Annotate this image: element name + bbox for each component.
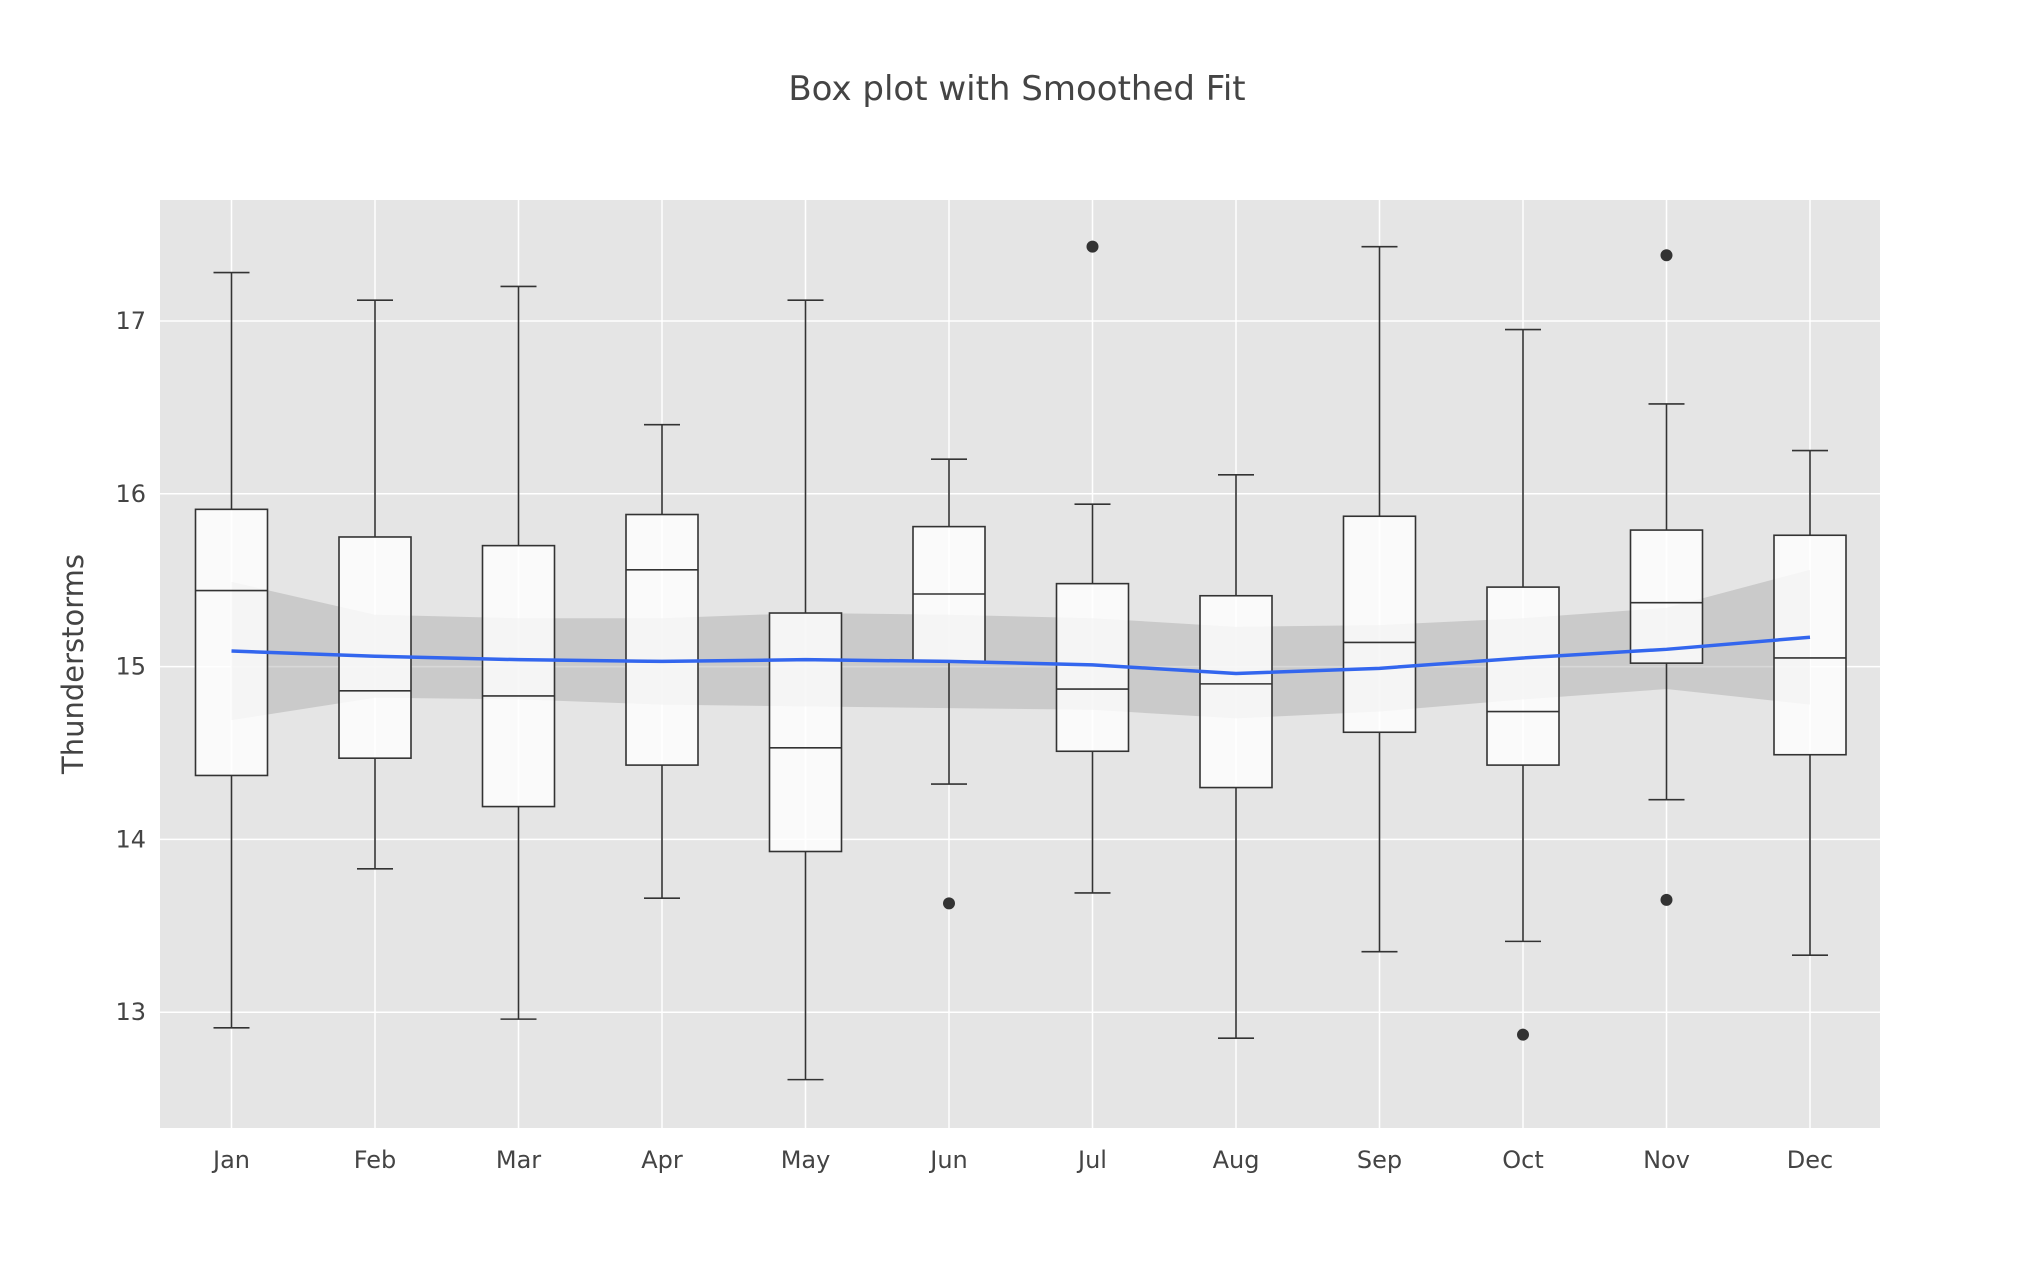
box-feb [338,299,412,870]
outlier-point [1517,1028,1529,1041]
x-tick-label: Dec [1787,1146,1833,1174]
x-tick-label: Oct [1502,1146,1544,1174]
iqr-box [1629,529,1704,664]
outlier-point [1086,240,1099,253]
x-tick-label: Mar [496,1146,541,1174]
iqr-box [481,544,556,808]
fit-line-layer [231,635,1811,676]
iqr-box [338,536,412,759]
iqr-box [1773,534,1847,756]
box-dec [1773,449,1847,956]
x-tick-label: Jan [211,1146,250,1174]
box-nov [1629,249,1704,906]
y-tick-label: 16 [115,480,146,508]
x-tick-label: Jul [1076,1146,1107,1174]
y-axis-label: Thunderstorms [56,554,90,775]
box-layer [194,240,1847,1081]
iqr-box [1486,586,1560,766]
box-may [768,299,843,1081]
y-tick-label: 15 [115,653,146,681]
outlier-point [943,897,955,910]
iqr-box [194,508,269,777]
box-aug [1199,473,1273,1039]
iqr-box [1342,515,1417,734]
x-tick-label: Jun [928,1146,968,1174]
y-tick-label: 13 [115,998,146,1026]
iqr-box [768,612,843,853]
smoothed-fit-line [231,635,1811,676]
chart-title: Box plot with Smoothed Fit [788,69,1245,109]
outlier-point [1660,249,1673,262]
x-tick-label: Feb [354,1146,397,1174]
x-tick-label: Aug [1213,1146,1260,1174]
iqr-box [625,513,699,766]
box-apr [625,423,699,899]
box-sep [1342,245,1417,953]
x-axis-ticks: Jan Feb Mar Apr May Jun Jul Aug Sep Oct Nov Dec [211,1146,1833,1174]
x-tick-label: Nov [1643,1146,1690,1174]
x-tick-label: Apr [641,1146,683,1174]
y-tick-label: 17 [115,307,146,335]
outlier-point [1660,893,1673,906]
x-tick-label: May [781,1146,831,1174]
box-jun [912,458,986,910]
y-tick-label: 14 [115,825,146,853]
y-axis-ticks: 13 14 15 16 17 [115,307,146,1026]
iqr-box [1199,594,1273,789]
box-oct [1486,328,1560,1041]
x-tick-label: Sep [1357,1146,1402,1174]
box-jan [194,271,269,1029]
box-mar [481,285,556,1020]
